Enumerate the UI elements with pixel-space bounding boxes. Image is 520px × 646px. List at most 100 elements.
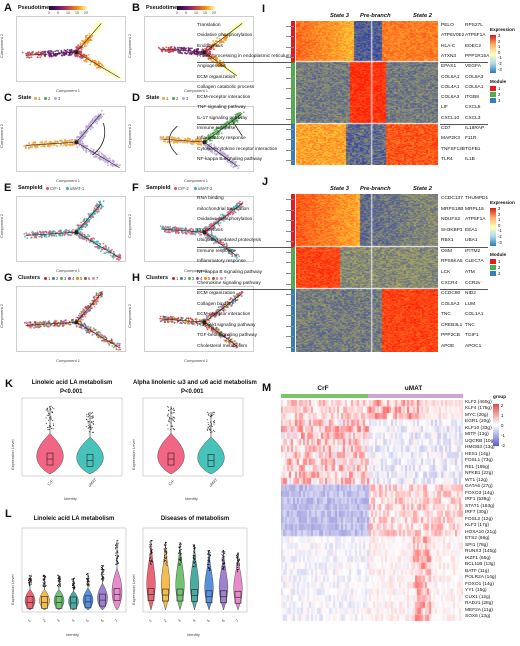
cell-point xyxy=(102,159,105,162)
y-axis-label: Expression Level xyxy=(131,439,136,470)
cell-point xyxy=(185,317,188,320)
cell-point xyxy=(83,220,86,223)
outlier-point xyxy=(236,563,238,565)
cell-point xyxy=(55,235,58,237)
cell-point xyxy=(94,64,97,67)
cell-point xyxy=(93,26,95,28)
branch-node xyxy=(202,50,207,55)
outlier-point xyxy=(209,556,211,558)
block-separator xyxy=(197,246,293,248)
cell-point xyxy=(204,48,206,50)
cell-point xyxy=(103,70,106,73)
outlier-point xyxy=(169,421,170,423)
cell-point xyxy=(27,56,29,58)
cell-point xyxy=(68,323,71,326)
outlier-point xyxy=(150,559,152,561)
gene-label: APOE xyxy=(441,343,455,349)
cell-point xyxy=(205,319,208,322)
term-connector xyxy=(286,199,294,200)
cell-point xyxy=(186,142,189,144)
outlier-point xyxy=(237,558,239,559)
outlier-point xyxy=(236,564,238,566)
cell-point xyxy=(77,54,80,57)
legend-label: uMAT-1 xyxy=(70,185,85,191)
cell-point xyxy=(57,50,60,52)
outlier-point xyxy=(58,579,60,581)
go-term: RNA binding xyxy=(197,196,224,202)
cell-point xyxy=(210,222,212,225)
cell-point xyxy=(44,235,46,238)
outlier-point xyxy=(88,421,90,423)
cell-point xyxy=(85,132,87,134)
cell-point xyxy=(204,138,207,141)
outlier-point xyxy=(179,545,181,547)
outlier-point xyxy=(209,425,211,427)
cell-point xyxy=(231,34,234,36)
cell-point xyxy=(185,231,188,234)
cell-point xyxy=(201,52,203,55)
y-axis-label: Component 2 xyxy=(127,33,132,58)
outlier-point xyxy=(173,407,175,409)
cell-point xyxy=(224,334,226,337)
tf-label: GATA6 (27g) xyxy=(465,484,493,489)
trajectory-branch xyxy=(204,293,243,323)
outlier-point xyxy=(47,419,49,421)
cell-point xyxy=(72,229,74,231)
cell-point xyxy=(85,126,88,129)
outlier-point xyxy=(92,420,94,422)
cell-point xyxy=(238,23,240,26)
gene-label: COL5A3 xyxy=(441,301,460,307)
cell-point xyxy=(118,164,120,167)
outlier-point xyxy=(42,579,44,581)
cell-point xyxy=(34,232,37,234)
cell-point xyxy=(188,137,191,140)
colorbar-tick: 2 xyxy=(498,38,501,44)
outlier-point xyxy=(166,424,168,426)
outlier-point xyxy=(101,576,103,577)
violin xyxy=(111,540,123,611)
cell-point xyxy=(187,323,189,325)
outlier-point xyxy=(165,541,167,543)
colorbar-tick: 0 xyxy=(48,11,50,15)
outlier-point xyxy=(208,412,210,414)
outlier-point xyxy=(207,558,209,560)
legend-dot xyxy=(54,97,57,100)
outlier-point xyxy=(169,418,170,420)
outlier-point xyxy=(42,586,44,588)
outlier-point xyxy=(236,557,237,559)
outlier-point xyxy=(150,543,152,545)
cell-point xyxy=(171,318,174,320)
outlier-point xyxy=(43,579,45,581)
cell-point xyxy=(211,151,214,154)
gene-label: COL6A1 xyxy=(465,84,484,90)
outlier-point xyxy=(72,586,74,588)
outlier-point xyxy=(237,561,239,563)
cell-point xyxy=(117,78,119,80)
cell-point xyxy=(111,341,114,344)
cell-point xyxy=(164,321,166,323)
cell-point xyxy=(110,250,112,253)
cell-point xyxy=(211,43,214,46)
panel-label-l: L xyxy=(5,508,12,520)
cell-point xyxy=(237,112,240,115)
cell-point xyxy=(65,230,67,233)
cell-point xyxy=(196,137,199,140)
cell-point xyxy=(80,221,82,224)
term-connector xyxy=(286,273,294,274)
outlier-point xyxy=(179,558,180,560)
outlier-point xyxy=(102,565,104,567)
cell-point xyxy=(223,152,226,154)
outlier-point xyxy=(212,421,214,422)
cell-point xyxy=(211,331,214,333)
cell-point xyxy=(70,140,73,143)
outlier-point xyxy=(43,575,45,577)
cell-point xyxy=(30,325,33,328)
cell-point xyxy=(180,138,182,141)
cell-point xyxy=(53,319,56,322)
block-separator xyxy=(197,288,293,290)
outlier-point xyxy=(45,576,46,577)
expression-colorbar xyxy=(490,35,496,73)
violin-plots xyxy=(21,397,248,613)
legend-dot xyxy=(162,97,165,100)
outlier-point xyxy=(52,425,54,426)
